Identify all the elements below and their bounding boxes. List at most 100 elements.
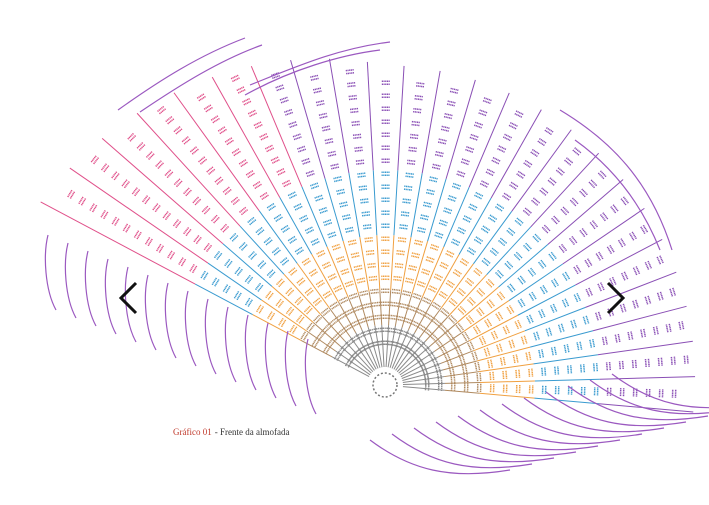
stitch [513, 123, 517, 129]
stitch [609, 313, 615, 317]
stitch [513, 361, 520, 364]
stitch [354, 320, 359, 326]
stitch [78, 200, 84, 205]
stitch [112, 173, 118, 178]
stitch [435, 320, 441, 326]
stitch [343, 296, 347, 302]
stitch [323, 309, 328, 314]
stitch [503, 326, 509, 330]
stitch [505, 331, 511, 335]
stitch [313, 239, 317, 245]
stitch [310, 322, 315, 327]
stitch [309, 287, 314, 292]
stitch [275, 72, 279, 78]
stitch [201, 273, 207, 278]
stitch [554, 218, 560, 224]
stitch [583, 233, 589, 238]
stitch [212, 216, 218, 222]
stitch [602, 215, 608, 220]
stitch [423, 282, 427, 288]
stitch [563, 301, 569, 305]
stitch [393, 314, 396, 320]
stitch [398, 275, 401, 282]
stitch [353, 320, 357, 326]
stitch [414, 107, 417, 113]
stitch [461, 366, 468, 369]
stitch [377, 340, 380, 346]
stitch [538, 138, 543, 144]
stitch [332, 231, 335, 237]
stitch [172, 224, 178, 229]
stitch [236, 74, 240, 80]
stitch [279, 84, 283, 90]
stitch [405, 317, 408, 323]
stitch [582, 231, 588, 236]
stitch [442, 309, 448, 315]
stitch [440, 219, 444, 225]
stitch [449, 209, 453, 215]
spoke [445, 79, 476, 179]
stitch [528, 319, 534, 323]
stitch [415, 146, 417, 153]
stitch [270, 158, 274, 164]
spoke [585, 271, 677, 308]
stitch [554, 283, 560, 288]
stitch [372, 341, 375, 347]
stitch [413, 265, 416, 271]
stitch [411, 159, 414, 165]
stitch [503, 241, 508, 247]
stitch [622, 198, 628, 203]
stitch [244, 98, 249, 104]
stitch [112, 219, 118, 224]
stitch [359, 277, 363, 283]
stitch [177, 262, 183, 267]
stitch [425, 313, 430, 319]
stitch [408, 291, 412, 297]
stitch [265, 294, 271, 299]
stitch [455, 348, 461, 352]
stitch [394, 341, 398, 347]
stitch [200, 274, 206, 279]
spoke [400, 356, 439, 378]
stitch [335, 354, 341, 359]
stitch [451, 182, 455, 188]
spoke [355, 332, 377, 370]
stitch [416, 81, 418, 87]
stitch [497, 204, 502, 210]
stitch [246, 300, 252, 305]
stitch [315, 299, 320, 304]
stitch [158, 244, 164, 249]
spoke [408, 297, 423, 330]
stitch [222, 190, 227, 196]
stitch [641, 226, 646, 230]
stitch [566, 158, 571, 164]
stitch [496, 313, 502, 317]
stitch [302, 332, 308, 337]
stitch [475, 329, 481, 333]
stitch [423, 297, 427, 303]
stitch [91, 159, 96, 164]
stitch [508, 340, 515, 344]
stitch [641, 227, 647, 232]
stitch [467, 317, 473, 322]
stitch [281, 83, 285, 90]
stitch [165, 172, 170, 177]
stitch [358, 264, 361, 270]
stitch [268, 313, 274, 318]
stitch [538, 350, 544, 354]
stitch [374, 327, 377, 333]
stitch [226, 187, 231, 192]
stitch [591, 182, 597, 188]
stitch [363, 185, 366, 191]
stitch [181, 256, 187, 261]
stitch [100, 168, 106, 173]
stitch [306, 157, 309, 164]
next-arrow[interactable] [600, 280, 630, 316]
stitch [124, 180, 129, 185]
stitch [322, 350, 328, 355]
stitch [623, 200, 629, 205]
stitch [418, 339, 423, 345]
prev-arrow[interactable] [114, 280, 144, 316]
stitch [263, 240, 268, 246]
stitch [346, 213, 350, 220]
